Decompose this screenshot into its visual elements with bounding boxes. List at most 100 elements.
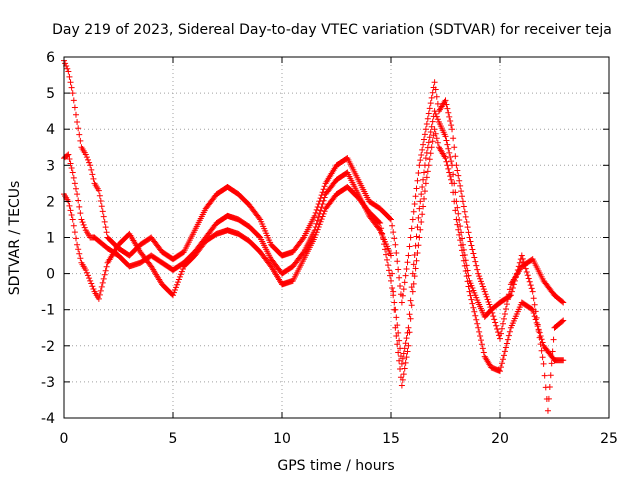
data-point: [521, 262, 528, 269]
data-point: [446, 113, 453, 120]
data-point: [476, 273, 483, 280]
x-tick-label: 25: [600, 431, 618, 447]
data-point: [396, 274, 403, 281]
data-point: [451, 144, 458, 151]
data-point: [377, 220, 384, 227]
data-point: [534, 321, 541, 328]
data-point: [170, 292, 176, 299]
data-point: [76, 131, 83, 138]
y-tick-label: -4: [41, 411, 55, 427]
data-point: [499, 320, 506, 327]
data-point: [472, 312, 479, 319]
data-point: [393, 249, 400, 256]
x-tick-label: 5: [169, 431, 178, 447]
data-point: [512, 274, 519, 281]
data-point: [378, 225, 385, 232]
data-point: [462, 213, 469, 220]
data-point: [470, 250, 477, 257]
data-point: [405, 252, 412, 259]
data-point: [86, 275, 93, 282]
data-point: [493, 322, 500, 329]
data-point: [69, 90, 76, 97]
data-point: [417, 157, 424, 164]
data-point: [103, 229, 110, 236]
y-tick-label: 3: [46, 158, 55, 174]
data-point: [395, 329, 402, 336]
series-track-c: [61, 108, 567, 414]
data-point: [403, 265, 410, 272]
data-point: [97, 287, 104, 294]
data-point: [509, 285, 516, 292]
data-point: [428, 123, 435, 130]
data-point: [87, 277, 94, 284]
data-point: [499, 356, 506, 363]
data-point: [103, 263, 110, 270]
data-point: [418, 191, 425, 198]
data-point: [403, 354, 410, 361]
data-point: [450, 171, 457, 178]
data-point: [539, 354, 546, 361]
data-point: [84, 156, 91, 163]
data-point: [392, 306, 399, 313]
data-point: [465, 229, 472, 236]
data-point: [463, 219, 470, 226]
data-point: [518, 252, 525, 259]
data-point: [478, 278, 485, 285]
data-point: [83, 154, 90, 161]
data-point: [410, 208, 417, 215]
data-point: [314, 217, 321, 224]
data-point: [458, 229, 465, 236]
data-point: [76, 203, 83, 210]
data-point: [419, 183, 426, 190]
data-point: [67, 160, 74, 167]
data-point: [433, 135, 440, 142]
data-point: [419, 211, 426, 218]
data-point: [67, 79, 74, 86]
data-point: [415, 170, 422, 177]
data-point: [313, 206, 320, 213]
data-point: [64, 65, 71, 72]
data-point: [397, 282, 404, 289]
data-point: [409, 270, 416, 277]
data-point: [457, 182, 464, 189]
data-point: [317, 207, 324, 214]
data-point: [423, 149, 430, 156]
data-point: [65, 68, 72, 75]
data-point: [527, 282, 534, 289]
data-point: [75, 197, 82, 204]
data-point: [383, 251, 390, 258]
data-point: [424, 144, 431, 151]
data-point: [397, 366, 404, 373]
data-point: [68, 165, 75, 172]
data-point: [497, 368, 503, 375]
data-point: [500, 352, 507, 359]
data-point: [511, 277, 518, 284]
data-point: [445, 165, 452, 172]
data-point: [394, 341, 401, 348]
data-point: [426, 134, 433, 141]
data-point: [170, 289, 177, 296]
data-point: [490, 313, 497, 320]
data-point: [468, 242, 475, 249]
data-point: [76, 250, 83, 257]
data-point: [515, 263, 522, 270]
data-point: [95, 295, 102, 302]
data-point: [418, 219, 425, 226]
data-point: [66, 155, 73, 162]
data-point: [532, 308, 539, 315]
data-point: [407, 315, 414, 322]
data-point: [313, 220, 320, 227]
data-point: [394, 322, 401, 329]
data-point: [544, 407, 551, 414]
data-point: [66, 73, 73, 80]
data-point: [414, 224, 421, 231]
data-point: [501, 310, 508, 317]
data-point: [70, 174, 77, 181]
data-point: [429, 118, 436, 125]
data-point: [416, 205, 423, 212]
data-point: [452, 153, 459, 160]
data-point: [387, 215, 394, 222]
data-point: [88, 166, 95, 173]
data-point: [176, 273, 183, 280]
data-point: [444, 141, 451, 148]
